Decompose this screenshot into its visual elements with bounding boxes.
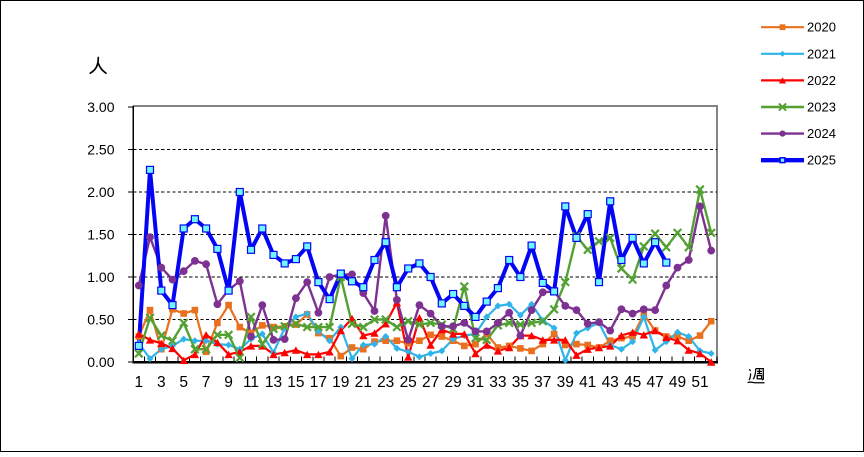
svg-text:1.00: 1.00	[87, 269, 114, 285]
svg-text:2025: 2025	[807, 153, 836, 168]
svg-text:2020: 2020	[807, 20, 836, 35]
svg-text:7: 7	[202, 374, 211, 391]
svg-text:37: 37	[534, 374, 551, 391]
svg-text:2022: 2022	[807, 73, 836, 88]
svg-text:35: 35	[512, 374, 529, 391]
svg-text:3: 3	[157, 374, 166, 391]
svg-text:0.00: 0.00	[87, 354, 114, 370]
svg-text:21: 21	[355, 374, 372, 391]
svg-text:0.50: 0.50	[87, 312, 114, 328]
svg-text:15: 15	[287, 374, 304, 391]
svg-text:2024: 2024	[807, 126, 836, 141]
svg-text:23: 23	[377, 374, 394, 391]
svg-text:2.50: 2.50	[87, 142, 114, 158]
svg-text:31: 31	[467, 374, 484, 391]
svg-text:17: 17	[310, 374, 327, 391]
svg-text:47: 47	[646, 374, 663, 391]
svg-text:51: 51	[691, 374, 708, 391]
svg-text:2021: 2021	[807, 46, 836, 61]
svg-text:33: 33	[489, 374, 506, 391]
svg-text:27: 27	[422, 374, 439, 391]
svg-text:3.00: 3.00	[87, 99, 114, 115]
svg-text:13: 13	[265, 374, 282, 391]
svg-text:19: 19	[332, 374, 349, 391]
svg-text:5: 5	[179, 374, 188, 391]
svg-text:43: 43	[602, 374, 619, 391]
svg-text:25: 25	[400, 374, 417, 391]
svg-text:49: 49	[669, 374, 686, 391]
svg-text:2.00: 2.00	[87, 184, 114, 200]
svg-text:45: 45	[624, 374, 641, 391]
svg-text:29: 29	[444, 374, 461, 391]
svg-text:1.50: 1.50	[87, 227, 114, 243]
svg-text:2023: 2023	[807, 100, 836, 115]
svg-text:41: 41	[579, 374, 596, 391]
svg-text:39: 39	[557, 374, 574, 391]
svg-text:9: 9	[224, 374, 233, 391]
svg-text:11: 11	[243, 374, 259, 391]
svg-text:1: 1	[134, 374, 143, 391]
